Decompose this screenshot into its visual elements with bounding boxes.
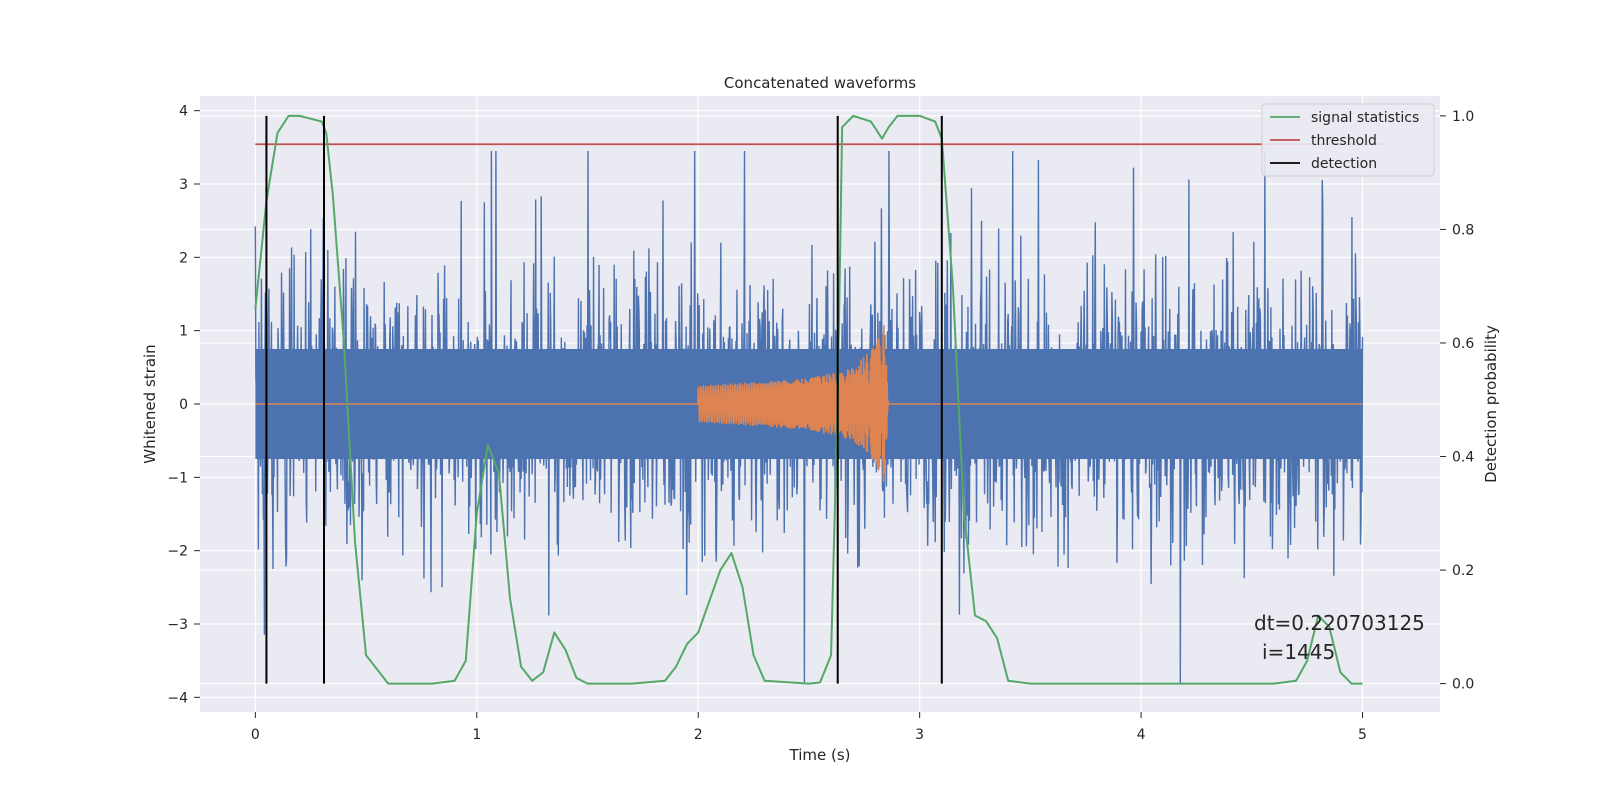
y-right-tick-label-4: 0.8 — [1452, 222, 1474, 238]
y-right-ticks: 0.0 0.2 0.4 0.6 0.8 1.0 — [1440, 109, 1474, 693]
x-tick-label-4: 4 — [1137, 727, 1146, 743]
annotation-i: i=1445 — [1262, 640, 1335, 664]
legend-label-signal-statistics: signal statistics — [1311, 110, 1419, 126]
series-template — [255, 325, 1363, 482]
y-left-tick-label-2: −2 — [167, 544, 188, 560]
y-right-tick-label-1: 0.2 — [1452, 563, 1474, 579]
y-axis-right-label: Detection probability — [1482, 325, 1500, 483]
x-tick-label-5: 5 — [1358, 727, 1367, 743]
y-left-tick-label-1: −3 — [167, 617, 188, 633]
y-right-tick-label-2: 0.4 — [1452, 450, 1474, 466]
y-left-tick-label-6: 2 — [179, 250, 188, 266]
x-tick-label-1: 1 — [472, 727, 481, 743]
x-tick-label-0: 0 — [251, 727, 260, 743]
annotation: dt=0.220703125 i=1445 — [1254, 611, 1425, 664]
y-left-tick-label-0: −4 — [167, 690, 188, 706]
y-left-tick-label-3: −1 — [167, 470, 188, 486]
x-axis-label: Time (s) — [789, 746, 851, 764]
y-left-tick-label-7: 3 — [179, 177, 188, 193]
annotation-dt: dt=0.220703125 — [1254, 611, 1425, 635]
x-ticks: 0 1 2 3 4 5 — [251, 712, 1367, 743]
legend-label-detection: detection — [1311, 156, 1377, 172]
legend-label-threshold: threshold — [1311, 133, 1377, 149]
y-left-tick-label-8: 4 — [179, 104, 188, 120]
legend: signal statistics threshold detection — [1261, 103, 1435, 177]
x-tick-label-2: 2 — [694, 727, 703, 743]
chart-title: Concatenated waveforms — [724, 74, 916, 92]
y-right-tick-label-0: 0.0 — [1452, 677, 1474, 693]
x-tick-label-3: 3 — [915, 727, 924, 743]
data-layer — [254, 114, 1385, 685]
y-left-tick-label-4: 0 — [179, 397, 188, 413]
y-left-ticks: −4 −3 −2 −1 0 1 2 3 4 — [167, 104, 200, 706]
y-left-tick-label-5: 1 — [179, 324, 188, 340]
y-axis-left-label: Whitened strain — [141, 344, 159, 463]
y-right-tick-label-3: 0.6 — [1452, 336, 1474, 352]
series-signal-statistics — [254, 114, 1363, 685]
y-right-tick-label-5: 1.0 — [1452, 109, 1474, 125]
legend-box — [1261, 103, 1435, 177]
